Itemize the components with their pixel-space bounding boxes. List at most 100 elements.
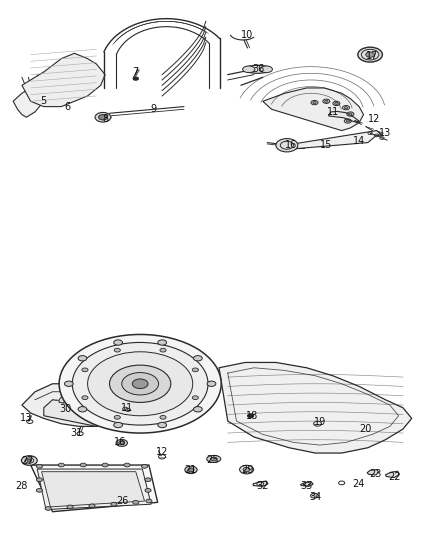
Circle shape <box>188 468 194 472</box>
Text: 17: 17 <box>366 51 378 61</box>
Circle shape <box>99 115 107 120</box>
Text: 25: 25 <box>206 455 219 465</box>
Circle shape <box>89 504 95 507</box>
Circle shape <box>160 416 166 419</box>
Text: 32: 32 <box>257 481 269 491</box>
Circle shape <box>240 465 254 474</box>
Circle shape <box>145 488 151 492</box>
Text: 12: 12 <box>368 114 381 124</box>
Text: 13: 13 <box>379 128 392 138</box>
Polygon shape <box>385 471 399 478</box>
Polygon shape <box>13 80 61 117</box>
Circle shape <box>185 466 197 474</box>
Circle shape <box>366 52 374 58</box>
Circle shape <box>59 335 221 433</box>
Polygon shape <box>253 481 268 486</box>
Circle shape <box>194 407 202 412</box>
Text: 20: 20 <box>360 424 372 434</box>
Circle shape <box>311 494 318 498</box>
Text: 18: 18 <box>246 411 258 421</box>
Text: 33: 33 <box>300 481 313 491</box>
Circle shape <box>114 340 123 345</box>
Circle shape <box>114 348 120 352</box>
Polygon shape <box>122 406 131 411</box>
Text: 9: 9 <box>150 104 156 114</box>
Circle shape <box>146 499 152 503</box>
Circle shape <box>36 464 42 468</box>
Polygon shape <box>300 482 313 486</box>
Circle shape <box>276 139 298 152</box>
Text: 36: 36 <box>252 64 265 74</box>
Circle shape <box>346 120 350 122</box>
Circle shape <box>158 340 166 345</box>
Circle shape <box>27 459 32 462</box>
Circle shape <box>207 381 216 386</box>
Circle shape <box>133 77 138 80</box>
Ellipse shape <box>210 457 217 461</box>
Circle shape <box>243 467 250 472</box>
Circle shape <box>119 441 125 445</box>
Ellipse shape <box>244 65 271 73</box>
Text: 16: 16 <box>114 438 127 447</box>
Text: 15: 15 <box>320 140 332 150</box>
Circle shape <box>122 373 159 395</box>
Circle shape <box>141 464 148 468</box>
Text: 31: 31 <box>71 428 83 438</box>
Polygon shape <box>31 465 158 512</box>
Text: 24: 24 <box>352 479 364 489</box>
Text: 22: 22 <box>388 472 400 482</box>
Circle shape <box>36 478 42 482</box>
Text: 26: 26 <box>117 496 129 506</box>
Circle shape <box>194 356 202 361</box>
Polygon shape <box>367 470 379 475</box>
Circle shape <box>158 422 166 427</box>
Circle shape <box>247 414 254 418</box>
Circle shape <box>82 396 88 400</box>
Circle shape <box>78 356 87 361</box>
Text: 7: 7 <box>133 67 139 77</box>
Text: 21: 21 <box>184 465 197 475</box>
Circle shape <box>72 342 208 425</box>
Circle shape <box>36 488 42 492</box>
Circle shape <box>102 463 108 467</box>
Polygon shape <box>22 384 123 426</box>
Polygon shape <box>59 397 66 403</box>
Circle shape <box>21 456 37 465</box>
Text: 11: 11 <box>121 403 133 413</box>
Polygon shape <box>328 111 359 123</box>
Polygon shape <box>42 472 145 507</box>
Circle shape <box>132 379 148 389</box>
Text: 5: 5 <box>41 96 47 106</box>
Text: 6: 6 <box>65 102 71 111</box>
Text: 19: 19 <box>314 417 326 427</box>
Circle shape <box>358 47 382 62</box>
Circle shape <box>192 396 198 400</box>
Circle shape <box>45 506 51 511</box>
Text: 34: 34 <box>309 492 321 502</box>
Circle shape <box>80 463 86 467</box>
Circle shape <box>160 348 166 352</box>
Polygon shape <box>289 131 381 149</box>
Ellipse shape <box>260 66 272 72</box>
Circle shape <box>110 365 171 402</box>
Polygon shape <box>263 88 364 131</box>
Circle shape <box>145 478 151 482</box>
Circle shape <box>95 112 111 122</box>
Text: 16: 16 <box>285 140 297 150</box>
Polygon shape <box>22 53 105 107</box>
Circle shape <box>116 439 127 446</box>
Circle shape <box>335 102 338 104</box>
Circle shape <box>82 368 88 372</box>
Circle shape <box>88 352 193 416</box>
Ellipse shape <box>207 455 221 462</box>
Circle shape <box>114 422 123 427</box>
Text: 10: 10 <box>241 30 254 39</box>
Circle shape <box>111 502 117 506</box>
Circle shape <box>58 463 64 467</box>
Circle shape <box>78 407 87 412</box>
Text: 29: 29 <box>241 465 254 475</box>
Text: 8: 8 <box>102 114 108 124</box>
Text: 23: 23 <box>370 470 382 479</box>
Circle shape <box>133 500 139 504</box>
Circle shape <box>124 463 130 467</box>
